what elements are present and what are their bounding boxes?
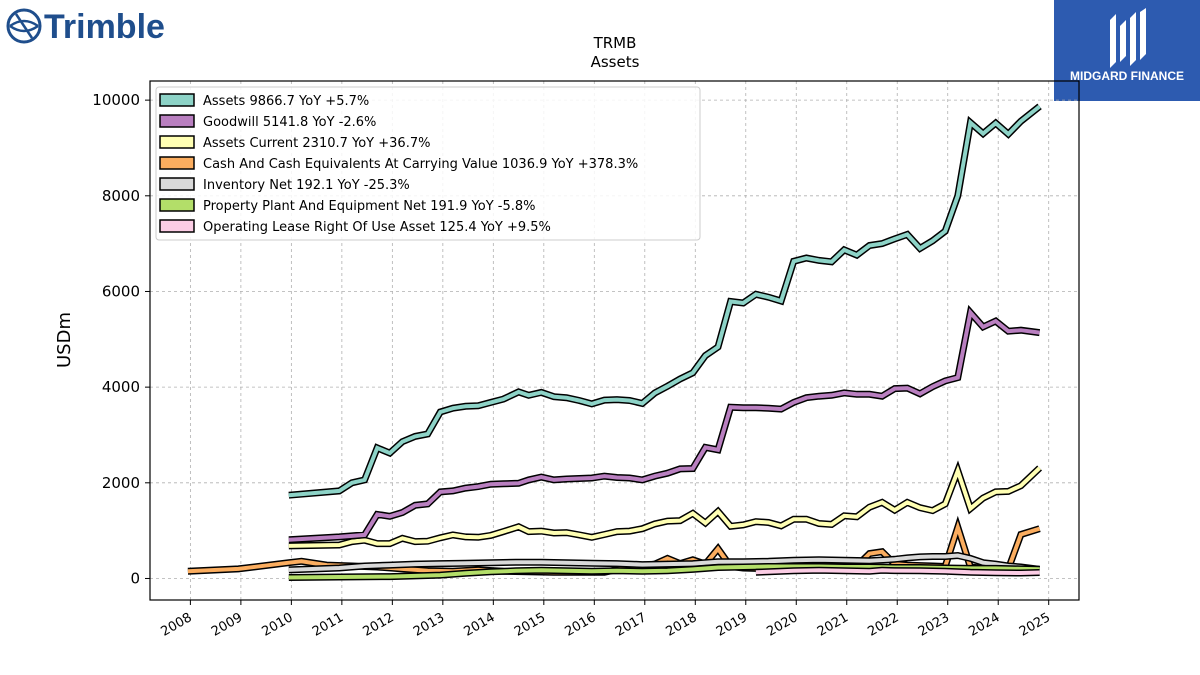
legend-label: Cash And Cash Equivalents At Carrying Va…: [203, 157, 638, 172]
x-tick-label: 2019: [714, 610, 750, 640]
x-tick-label: 2008: [159, 610, 195, 640]
legend-swatch: [159, 198, 195, 212]
globe-icon: [6, 8, 42, 44]
chart-title: TRMB: [593, 34, 637, 52]
legend-swatch: [159, 177, 195, 191]
x-tick-label: 2025: [1017, 610, 1053, 640]
trimble-logo-text: Trimble: [44, 8, 165, 46]
series-goodwill: [288, 304, 1041, 544]
series-outline: [288, 304, 1041, 544]
legend-swatch: [159, 93, 195, 107]
legend-item: Inventory Net 192.1 YoY -25.3%: [159, 177, 410, 193]
series-inventory-net: [288, 551, 1041, 574]
x-tick-label: 2020: [764, 610, 800, 640]
series-layer: [187, 103, 1043, 581]
midgard-logo-svg: MIDGARD FINANCE: [1070, 8, 1184, 83]
trimble-logo-svg: Trimble: [6, 8, 165, 46]
legend-label: Operating Lease Right Of Use Asset 125.4…: [203, 220, 551, 235]
x-tick-label: 2017: [613, 610, 649, 640]
series-line: [288, 553, 1040, 572]
midgard-emblem-icon: [1110, 8, 1146, 68]
legend-item: Operating Lease Right Of Use Asset 125.4…: [159, 219, 551, 235]
x-axis: 2008 2009 2010 2011 2012 2013 2014 2015 2016 2017…: [159, 600, 1053, 640]
legend-swatch: [159, 135, 195, 149]
y-tick-label: 4000: [102, 378, 140, 396]
y-tick-label: 10000: [92, 91, 140, 109]
y-tick-label: 0: [130, 569, 140, 587]
chart-subtitle: Assets: [591, 53, 640, 71]
legend-swatch: [159, 114, 195, 128]
x-tick-label: 2022: [865, 610, 901, 640]
legend-label: Assets 9866.7 YoY +5.7%: [203, 94, 369, 109]
x-tick-label: 2012: [361, 610, 397, 640]
x-tick-label: 2009: [209, 610, 245, 640]
series-line: [288, 104, 1041, 498]
legend-item: Property Plant And Equipment Net 191.9 Y…: [159, 198, 536, 214]
x-tick-label: 2018: [663, 610, 699, 640]
x-tick-label: 2014: [461, 610, 497, 640]
y-axis-label: USDm: [54, 312, 75, 368]
midgard-finance-logo: MIDGARD FINANCE: [1054, 0, 1200, 101]
legend-item: Goodwill 5141.8 YoY -2.6%: [159, 114, 376, 130]
x-tick-label: 2010: [260, 610, 296, 640]
series-operating-lease-right-of-use-asset: [755, 566, 1040, 577]
plot-frame: [149, 80, 1080, 601]
legend-label: Inventory Net 192.1 YoY -25.3%: [203, 178, 410, 193]
x-tick-label: 2023: [916, 610, 952, 640]
series-assets: [288, 103, 1042, 499]
legend-label: Property Plant And Equipment Net 191.9 Y…: [203, 199, 536, 214]
y-axis: 0 2000 4000 6000 8000 10000: [92, 91, 150, 587]
y-tick-label: 8000: [102, 187, 140, 205]
x-tick-label: 2016: [562, 610, 598, 640]
legend-item: Cash And Cash Equivalents At Carrying Va…: [159, 156, 638, 172]
y-tick-label: 6000: [102, 282, 140, 300]
x-tick-label: 2013: [411, 610, 447, 640]
series-line: [755, 568, 1040, 576]
legend-label: Goodwill 5141.8 YoY -2.6%: [203, 115, 376, 130]
legend-swatch: [159, 219, 195, 233]
series-line: [288, 464, 1041, 548]
legend-label: Assets Current 2310.7 YoY +36.7%: [203, 136, 430, 151]
legend-item: Assets Current 2310.7 YoY +36.7%: [159, 135, 430, 151]
series-assets-current: [288, 460, 1043, 550]
legend-swatch: [159, 156, 195, 170]
x-tick-label: 2011: [310, 610, 346, 640]
legend-box: [155, 86, 701, 241]
x-tick-label: 2024: [966, 610, 1002, 640]
x-tick-label: 2015: [512, 610, 548, 640]
legend-item: Assets 9866.7 YoY +5.7%: [159, 93, 369, 109]
x-tick-label: 2021: [815, 610, 851, 640]
legend: Assets 9866.7 YoY +5.7% Goodwill 5141.8 Y…: [155, 86, 701, 241]
y-tick-label: 2000: [102, 474, 140, 492]
series-outline: [288, 460, 1043, 550]
trimble-logo: Trimble: [4, 4, 174, 46]
series-line: [288, 308, 1040, 542]
midgard-logo-text: MIDGARD FINANCE: [1070, 69, 1184, 83]
